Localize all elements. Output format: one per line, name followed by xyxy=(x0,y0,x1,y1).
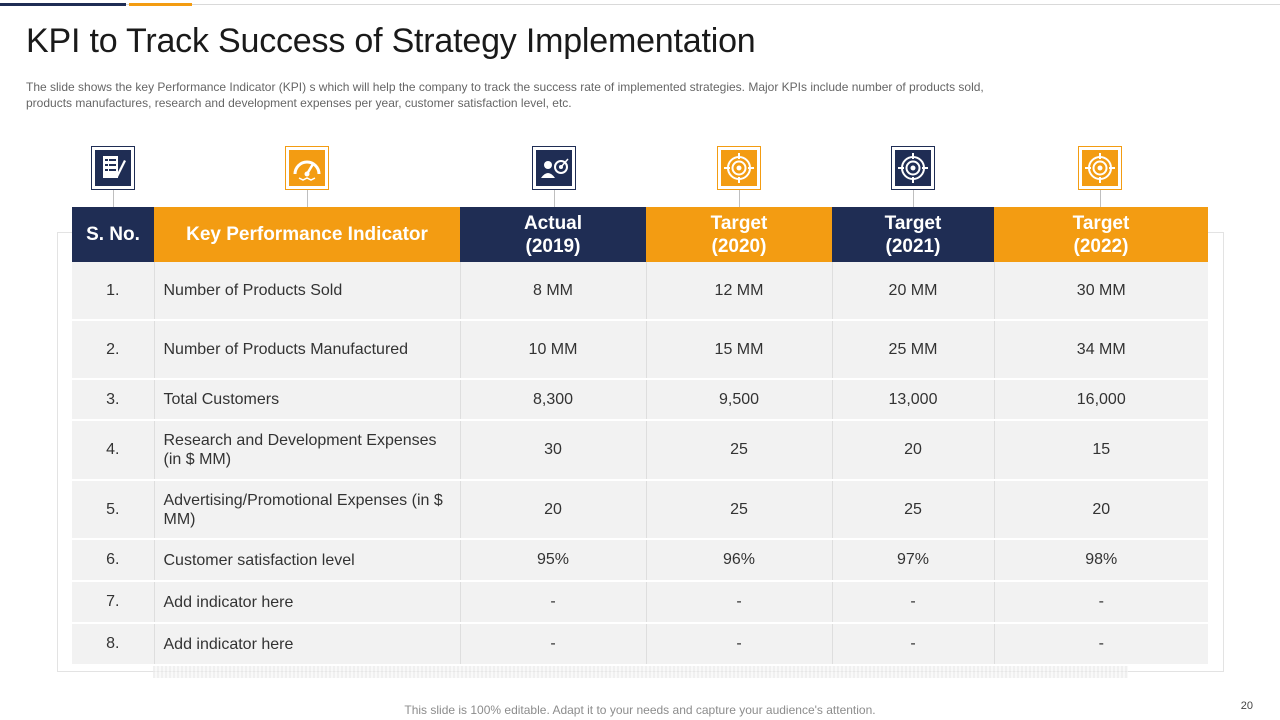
cell-kpi: Research and Development Expenses (in $ … xyxy=(153,420,460,481)
cell-target-2021: 13,000 xyxy=(831,379,994,421)
cell-sno: 3. xyxy=(72,379,154,421)
table-row: 4. Research and Development Expenses (in… xyxy=(72,420,1208,481)
cell-target-2021: - xyxy=(831,581,994,624)
cell-target-2022: 16,000 xyxy=(993,379,1208,421)
table-row: 1. Number of Products Sold 8 MM 12 MM 20… xyxy=(72,262,1208,321)
cell-target-2022: 34 MM xyxy=(993,320,1208,380)
table-row: 7. Add indicator here - - - - xyxy=(72,581,1208,624)
cell-sno: 4. xyxy=(72,420,154,481)
cell-kpi: Total Customers xyxy=(153,379,460,421)
top-divider xyxy=(0,4,1280,5)
cell-actual-2019: 30 xyxy=(459,420,646,481)
cell-target-2020: 15 MM xyxy=(645,320,832,380)
target-icon xyxy=(1078,146,1122,190)
cell-target-2020: 9,500 xyxy=(645,379,832,421)
cell-sno: 8. xyxy=(72,623,154,666)
header-kpi: Key Performance Indicator xyxy=(154,207,460,262)
cell-sno: 2. xyxy=(72,320,154,380)
accent-bar-orange xyxy=(129,3,192,6)
cell-sno: 1. xyxy=(72,262,154,321)
icon-stem xyxy=(913,190,914,207)
cell-actual-2019: 10 MM xyxy=(459,320,646,380)
header-target-2021: Target (2021) xyxy=(832,207,994,262)
cell-target-2021: 20 MM xyxy=(831,262,994,321)
cell-actual-2019: 20 xyxy=(459,480,646,540)
cell-target-2022: 15 xyxy=(993,420,1208,481)
header-target-2022: Target (2022) xyxy=(994,207,1208,262)
cell-target-2022: - xyxy=(993,623,1208,666)
cell-actual-2019: 95% xyxy=(459,539,646,582)
checklist-icon xyxy=(91,146,135,190)
cell-kpi: Add indicator here xyxy=(153,581,460,624)
cell-sno: 5. xyxy=(72,480,154,540)
header-actual-2019: Actual (2019) xyxy=(460,207,646,262)
accent-bar-navy xyxy=(0,3,126,6)
footer-note: This slide is 100% editable. Adapt it to… xyxy=(404,703,876,717)
cell-kpi: Number of Products Sold xyxy=(153,262,460,321)
cell-actual-2019: - xyxy=(459,581,646,624)
cell-sno: 6. xyxy=(72,539,154,582)
table-header-row: S. No. Key Performance Indicator Actual(… xyxy=(72,207,1208,262)
icon-stem xyxy=(307,190,308,207)
cell-target-2020: 25 xyxy=(645,480,832,540)
icon-stem xyxy=(113,190,114,207)
table-shadow xyxy=(153,664,1128,678)
cell-kpi: Add indicator here xyxy=(153,623,460,666)
cell-target-2022: 30 MM xyxy=(993,262,1208,321)
cell-target-2020: - xyxy=(645,623,832,666)
table-row: 2. Number of Products Manufactured 10 MM… xyxy=(72,320,1208,380)
cell-target-2021: 97% xyxy=(831,539,994,582)
cell-target-2020: 12 MM xyxy=(645,262,832,321)
icon-stem xyxy=(1100,190,1101,207)
speedometer-icon xyxy=(285,146,329,190)
cell-actual-2019: 8 MM xyxy=(459,262,646,321)
table-row: 6. Customer satisfaction level 95% 96% 9… xyxy=(72,539,1208,582)
cell-kpi: Customer satisfaction level xyxy=(153,539,460,582)
table-row: 8. Add indicator here - - - - xyxy=(72,623,1208,666)
kpi-table: S. No. Key Performance Indicator Actual(… xyxy=(72,207,1208,666)
cell-target-2021: 20 xyxy=(831,420,994,481)
table-row: 3. Total Customers 8,300 9,500 13,000 16… xyxy=(72,379,1208,421)
slide-description: The slide shows the key Performance Indi… xyxy=(26,80,984,110)
cell-target-2020: - xyxy=(645,581,832,624)
icon-stem xyxy=(739,190,740,207)
cell-target-2021: 25 xyxy=(831,480,994,540)
cell-target-2021: - xyxy=(831,623,994,666)
cell-target-2022: 98% xyxy=(993,539,1208,582)
cell-actual-2019: - xyxy=(459,623,646,666)
cell-actual-2019: 8,300 xyxy=(459,379,646,421)
crosshair-target-icon xyxy=(891,146,935,190)
cell-target-2021: 25 MM xyxy=(831,320,994,380)
cell-target-2022: 20 xyxy=(993,480,1208,540)
slide-title: KPI to Track Success of Strategy Impleme… xyxy=(26,22,756,60)
cell-target-2022: - xyxy=(993,581,1208,624)
target-icon xyxy=(717,146,761,190)
cell-target-2020: 96% xyxy=(645,539,832,582)
cell-sno: 7. xyxy=(72,581,154,624)
cell-kpi: Advertising/Promotional Expenses (in $ M… xyxy=(153,480,460,540)
person-target-icon xyxy=(532,146,576,190)
header-sno: S. No. xyxy=(72,207,154,262)
page-number: 20 xyxy=(1240,700,1253,712)
header-target-2020: Target (2020) xyxy=(646,207,832,262)
cell-target-2020: 25 xyxy=(645,420,832,481)
cell-kpi: Number of Products Manufactured xyxy=(153,320,460,380)
table-row: 5. Advertising/Promotional Expenses (in … xyxy=(72,480,1208,540)
icon-stem xyxy=(554,190,555,207)
